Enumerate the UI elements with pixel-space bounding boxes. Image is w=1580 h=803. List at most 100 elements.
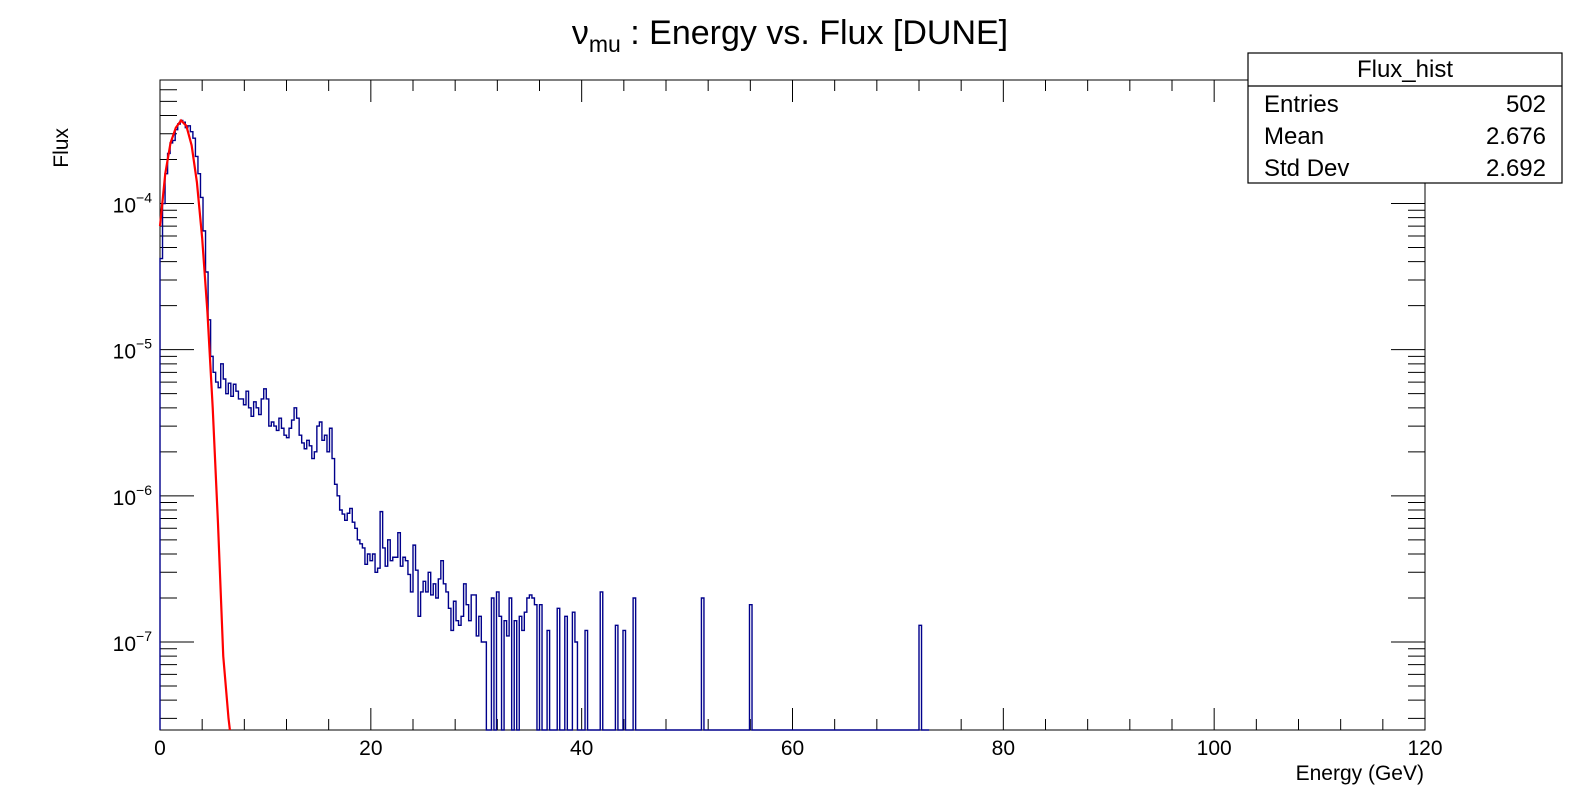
histogram-bin: [246, 391, 249, 730]
histogram-bin: [365, 564, 368, 730]
histogram-bin: [540, 605, 543, 730]
y-axis-title: Flux: [50, 128, 73, 168]
histogram-bin: [388, 540, 391, 730]
histogram-bin: [393, 557, 396, 730]
histogram-bin: [175, 130, 178, 730]
histogram-bin: [395, 557, 398, 730]
histogram-bin: [304, 449, 307, 730]
histogram-bin: [749, 605, 752, 730]
histogram-bin: [378, 568, 381, 730]
histogram-bin: [585, 630, 588, 730]
x-axis-title: Energy (GeV): [1296, 762, 1424, 785]
y-tick-label: 10−5: [113, 336, 153, 364]
histogram-bin: [466, 605, 469, 730]
histogram-bin: [266, 399, 269, 730]
histogram-bin: [451, 630, 454, 730]
histogram-bin: [307, 440, 310, 730]
y-tick-label-exponent: −5: [136, 336, 152, 352]
histogram-bin: [373, 554, 376, 730]
histogram-bin: [491, 598, 494, 730]
histogram-bin: [233, 384, 236, 730]
histogram-bin: [314, 452, 317, 730]
histogram-bin: [241, 399, 244, 730]
histogram-bin: [299, 435, 302, 730]
stats-stddev-label: Std Dev: [1264, 155, 1349, 182]
histogram-bin: [469, 621, 472, 730]
histogram-bin: [342, 514, 345, 730]
histogram-bin: [355, 528, 358, 730]
histogram-bin: [188, 126, 191, 730]
histogram-bin: [433, 584, 436, 730]
histogram-bin: [168, 153, 171, 730]
histogram-bin: [527, 598, 530, 730]
histogram-bin: [448, 608, 451, 730]
histogram-bin: [249, 408, 252, 730]
histogram-bin: [413, 545, 416, 730]
histogram-bin: [446, 592, 449, 730]
histogram-bin: [459, 625, 462, 730]
histogram-bin: [615, 625, 618, 730]
histogram-bin: [428, 572, 431, 730]
histogram-bin: [431, 595, 434, 730]
histogram-bin: [332, 459, 335, 730]
histogram-bin: [231, 396, 234, 730]
histogram-bin: [383, 548, 386, 730]
histogram-bin: [416, 570, 419, 730]
histogram-bin: [633, 598, 636, 730]
y-tick-label-exponent: −6: [136, 482, 152, 498]
histogram-bin: [274, 426, 277, 730]
histogram-bin: [289, 428, 292, 730]
histogram-bin: [173, 140, 176, 730]
x-tick-label: 20: [359, 737, 382, 760]
histogram-bin: [345, 520, 348, 730]
histogram-bin: [271, 422, 274, 730]
histogram-bin: [436, 598, 439, 730]
histogram-bin: [216, 382, 219, 730]
histogram-bin: [701, 598, 704, 730]
histogram-bin: [375, 572, 378, 730]
histogram-bin: [453, 601, 456, 730]
histogram-bin: [385, 566, 388, 730]
histogram-bin: [514, 621, 517, 730]
histogram-bin: [254, 402, 257, 730]
histogram-bin: [367, 554, 370, 730]
histogram-bin: [362, 548, 365, 730]
histogram-bin: [623, 630, 626, 730]
histogram-bin: [410, 592, 413, 730]
histogram-bin: [178, 124, 181, 730]
histogram-bin: [461, 616, 464, 730]
histogram-bin: [532, 598, 535, 730]
stats-box: Flux_hist Entries 502 Mean 2.676 Std Dev…: [1247, 52, 1563, 184]
histogram-bin: [352, 522, 355, 730]
histogram-bin: [317, 426, 320, 730]
histogram-bin: [350, 508, 353, 730]
chart-title-rest: : Energy vs. Flux [DUNE]: [621, 14, 1008, 52]
histogram-bin: [281, 428, 284, 730]
chart-title-subscript: mu: [589, 31, 621, 57]
histogram-bin: [324, 435, 327, 730]
histogram-bin: [575, 642, 578, 730]
histogram-bin: [600, 592, 603, 730]
histogram-bin: [418, 616, 421, 730]
histogram-bin: [370, 561, 373, 730]
histogram-bin: [476, 636, 479, 730]
histogram-bin: [287, 438, 290, 730]
histogram-bin: [190, 132, 193, 730]
histogram-bin: [302, 443, 305, 730]
histogram-bin: [357, 540, 360, 730]
histogram-bin: [456, 621, 459, 730]
histogram-bin: [228, 383, 231, 730]
histogram-bin: [919, 625, 922, 730]
histogram-bin: [163, 204, 166, 730]
histogram-bin: [403, 557, 406, 730]
x-tick-label: 100: [1197, 737, 1232, 760]
histogram-bin: [236, 391, 239, 730]
histogram-bin: [312, 459, 315, 730]
histogram-bin: [195, 156, 198, 730]
chart-title-symbol: ν: [572, 14, 589, 52]
histogram-bin: [405, 561, 408, 730]
histogram-bin: [203, 231, 206, 730]
histogram-bin: [243, 405, 246, 730]
histogram-bin: [421, 592, 424, 730]
